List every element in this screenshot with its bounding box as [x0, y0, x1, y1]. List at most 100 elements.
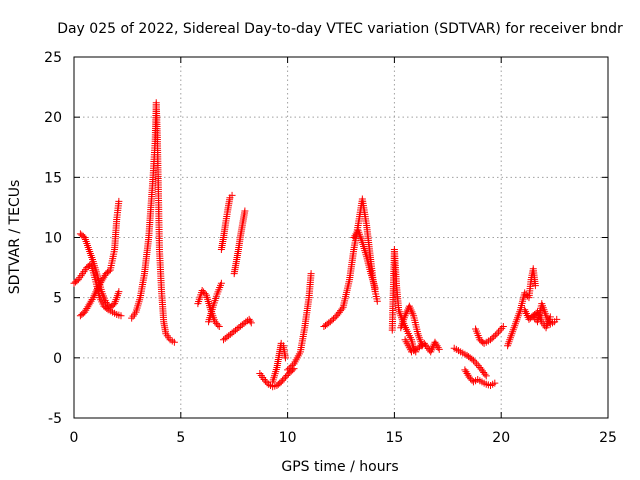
- series-arc-u: [504, 265, 539, 350]
- series-arc-l: [284, 270, 315, 374]
- data-point: [279, 376, 287, 384]
- data-point: [498, 324, 506, 332]
- data-point: [245, 315, 253, 323]
- data-point: [491, 331, 499, 339]
- axis-ticks: 0 5 10 15 20 25 -5 0 5 10 15 20 25: [44, 50, 617, 446]
- data-point: [102, 298, 110, 306]
- data-point: [87, 297, 95, 305]
- data-point: [98, 277, 106, 285]
- data-point: [85, 301, 93, 309]
- data-point: [93, 284, 101, 292]
- x-tick-label: 10: [279, 430, 297, 446]
- data-point: [212, 319, 220, 327]
- data-point: [435, 345, 443, 353]
- data-point: [331, 313, 339, 321]
- data-point: [338, 305, 346, 313]
- data-point: [263, 379, 271, 387]
- series-arc-c: [76, 197, 123, 320]
- data-point: [86, 299, 94, 307]
- data-point: [215, 323, 223, 331]
- data-point: [330, 315, 338, 323]
- series-arc-o: [388, 246, 420, 356]
- data-point: [82, 306, 90, 314]
- y-tick-label: 20: [44, 110, 62, 126]
- x-tick-label: 0: [70, 430, 79, 446]
- data-point: [201, 290, 209, 298]
- data-point: [522, 290, 530, 298]
- data-point: [328, 316, 336, 324]
- data-point: [468, 355, 476, 363]
- series-arc-b: [76, 230, 123, 311]
- data-point: [95, 282, 103, 290]
- data-point: [467, 375, 475, 383]
- data-point: [241, 207, 249, 215]
- x-tick-label: 25: [599, 430, 617, 446]
- data-point: [473, 360, 481, 368]
- series-arc-g: [217, 191, 236, 254]
- data-points: [70, 99, 561, 391]
- data-point: [488, 334, 496, 342]
- data-point: [433, 342, 441, 350]
- data-point: [211, 318, 219, 326]
- data-point: [281, 373, 289, 381]
- data-point: [228, 191, 236, 199]
- data-point: [170, 338, 178, 346]
- data-point: [493, 330, 501, 338]
- x-tick-label: 15: [385, 430, 403, 446]
- data-point: [115, 288, 123, 296]
- data-point: [474, 362, 482, 370]
- data-point: [100, 273, 108, 281]
- x-axis-label: GPS time / hours: [281, 459, 398, 475]
- data-point: [482, 372, 490, 380]
- series-arc-w: [521, 306, 554, 332]
- data-point: [288, 361, 296, 369]
- series-arc-i: [220, 315, 255, 344]
- chart-title: Day 025 of 2022, Sidereal Day-to-day VTE…: [57, 21, 623, 37]
- data-point: [499, 323, 507, 331]
- data-point: [546, 313, 554, 321]
- data-point: [487, 336, 495, 344]
- data-point: [373, 297, 381, 305]
- data-point: [326, 318, 334, 326]
- x-tick-label: 20: [492, 430, 510, 446]
- series-arc-a: [70, 260, 125, 320]
- y-tick-label: 10: [44, 231, 62, 247]
- data-point: [281, 354, 289, 362]
- data-point: [350, 234, 358, 241]
- data-point: [491, 379, 499, 387]
- data-point: [117, 312, 125, 320]
- data-point: [469, 356, 477, 364]
- y-tick-label: 5: [53, 291, 62, 307]
- x-tick-label: 5: [176, 430, 185, 446]
- series-arc-k: [269, 339, 289, 386]
- data-point: [465, 373, 473, 381]
- data-point: [307, 270, 315, 278]
- data-point: [84, 303, 92, 311]
- data-point: [99, 275, 107, 283]
- data-point: [198, 286, 206, 294]
- data-point: [481, 370, 489, 378]
- data-point: [490, 333, 498, 341]
- data-point: [246, 317, 254, 325]
- data-point: [285, 364, 293, 372]
- data-point: [471, 358, 479, 366]
- data-point: [217, 279, 225, 287]
- data-point: [88, 295, 96, 303]
- series-arc-q: [401, 336, 443, 356]
- data-point: [463, 369, 471, 377]
- grid: [74, 57, 608, 418]
- y-tick-label: -5: [48, 411, 62, 427]
- data-point: [103, 300, 111, 308]
- data-point: [462, 368, 470, 376]
- data-point: [531, 282, 539, 290]
- data-point: [553, 315, 561, 323]
- data-point: [431, 338, 439, 346]
- series-arc-t: [472, 323, 507, 347]
- series-arc-h: [230, 207, 249, 278]
- series-arc-s: [461, 366, 499, 390]
- series-arc-r: [450, 344, 490, 380]
- series-arc-p: [397, 302, 426, 350]
- data-point: [283, 371, 291, 379]
- data-point: [277, 378, 285, 386]
- series-arc-f: [205, 279, 225, 326]
